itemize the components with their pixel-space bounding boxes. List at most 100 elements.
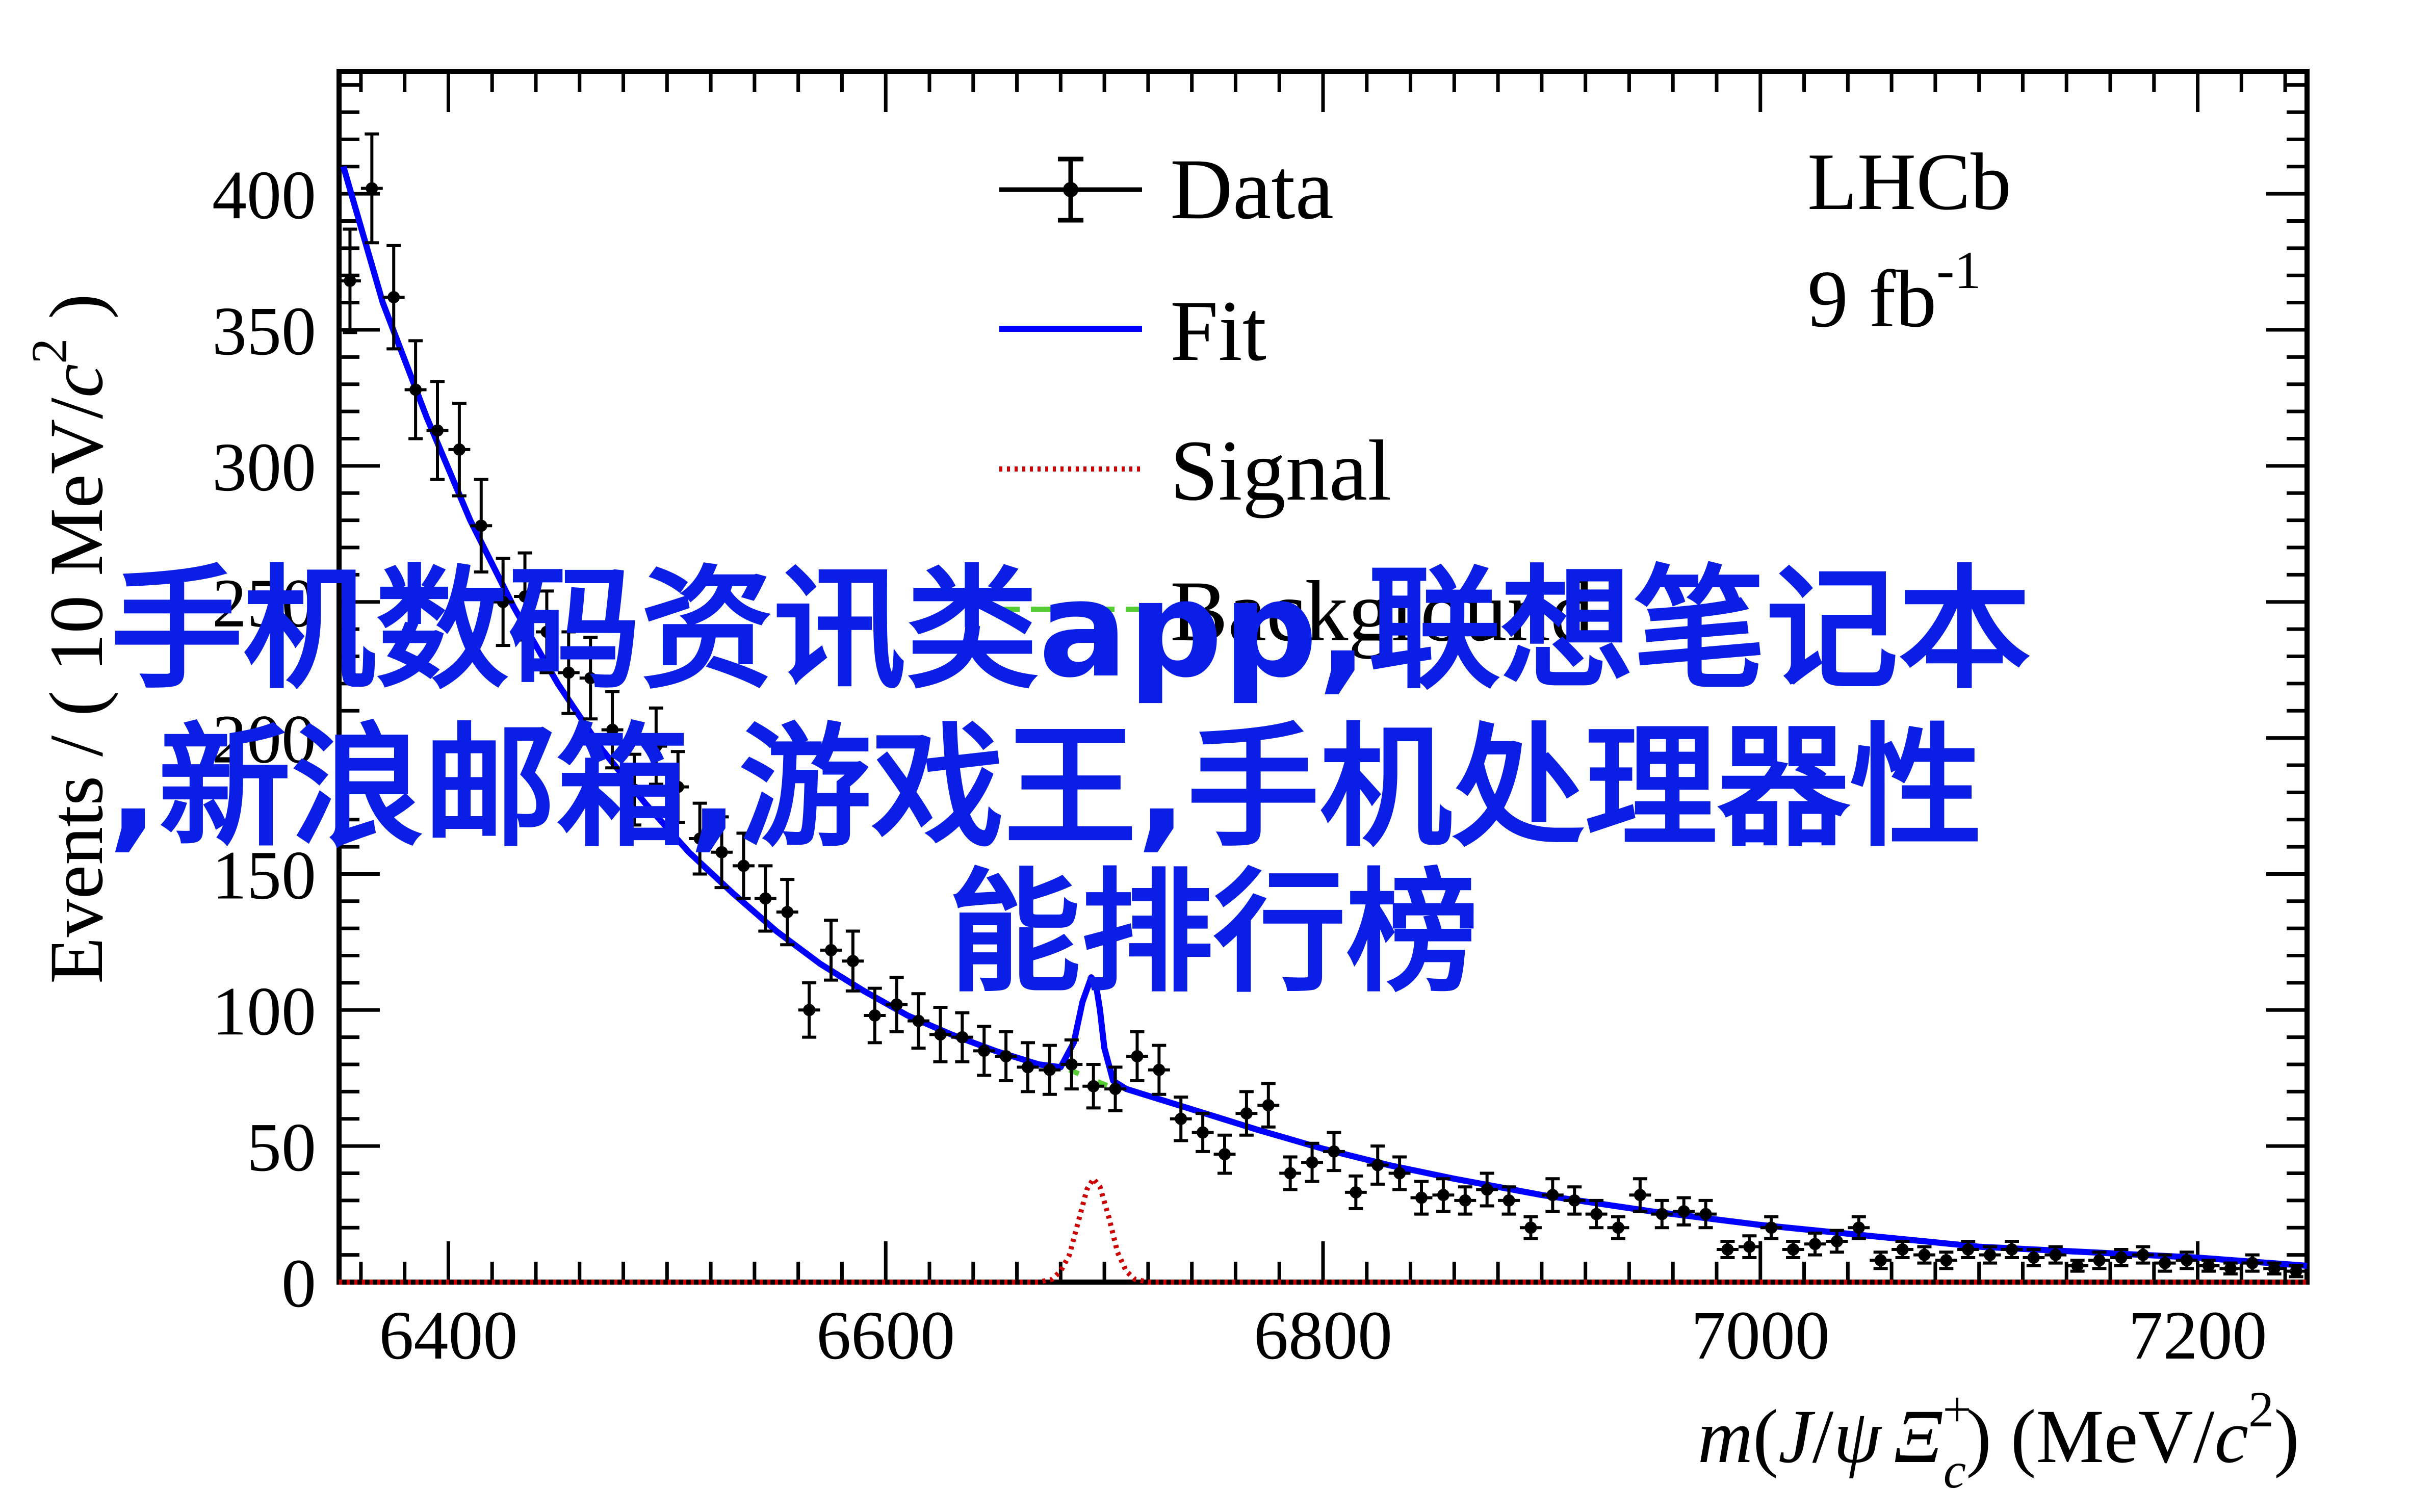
experiment-name: LHCb xyxy=(1807,136,2011,227)
data-point xyxy=(579,636,602,721)
data-point xyxy=(1607,1215,1629,1240)
data-point-marker xyxy=(956,1031,969,1044)
data-point-marker xyxy=(1393,1167,1406,1180)
data-point xyxy=(1979,1245,2001,1265)
legend-entry-fit: Fit xyxy=(999,283,1266,379)
data-point-marker xyxy=(1787,1243,1800,1256)
data-point-marker xyxy=(1153,1063,1165,1076)
y-tick-label: 400 xyxy=(212,157,316,233)
data-point xyxy=(1738,1234,1760,1259)
data-point xyxy=(1848,1215,1870,1240)
data-point xyxy=(2044,1245,2067,1265)
experiment-label: LHCb 9 fb-1 xyxy=(1807,136,2011,344)
data-point xyxy=(1039,1044,1061,1096)
data-point-marker xyxy=(1000,1050,1013,1063)
x-tick-label: 7200 xyxy=(2129,1297,2267,1374)
data-point xyxy=(1279,1155,1302,1191)
overlay-line-2: ,新浪邮箱,游戏王,手机处理器性 xyxy=(108,711,1982,865)
data-point xyxy=(842,929,864,993)
background-curve xyxy=(1068,1067,1123,1094)
data-point xyxy=(1410,1180,1433,1216)
data-point-marker xyxy=(2006,1243,2018,1256)
data-point-marker xyxy=(1699,1208,1712,1220)
data-point-marker xyxy=(715,846,728,858)
y-tick-labels: 0 50 100 150 200 250 300 350 400 xyxy=(212,157,316,1322)
data-point-marker xyxy=(475,519,487,532)
data-point xyxy=(733,831,755,900)
data-point-marker xyxy=(1306,1156,1318,1169)
data-point-marker xyxy=(1984,1248,1997,1261)
data-point xyxy=(1213,1133,1236,1175)
data-point-marker xyxy=(2049,1248,2062,1261)
data-point xyxy=(1651,1198,1673,1230)
data-point-marker xyxy=(540,625,553,638)
data-point-marker xyxy=(868,1009,881,1022)
data-point xyxy=(1235,1090,1258,1137)
data-point-marker xyxy=(2159,1257,2171,1269)
x-title-psi: ψ xyxy=(1833,1394,1882,1479)
data-point-marker xyxy=(1197,1126,1209,1139)
y-tick-label: 200 xyxy=(212,701,316,778)
data-point xyxy=(2285,1264,2307,1279)
data-point-marker xyxy=(1350,1186,1362,1198)
data-point-marker xyxy=(1830,1235,1843,1247)
data-point xyxy=(1957,1239,1979,1259)
data-point xyxy=(426,380,449,481)
data-point-marker xyxy=(453,443,465,456)
data-point-marker xyxy=(693,832,706,845)
data-points xyxy=(339,132,2307,1279)
data-point xyxy=(492,557,514,647)
data-point xyxy=(1017,1041,1039,1093)
data-point-marker xyxy=(1852,1221,1865,1234)
data-point xyxy=(1629,1177,1651,1213)
data-point xyxy=(1541,1177,1564,1213)
data-point xyxy=(382,244,405,351)
data-point-marker xyxy=(1546,1189,1559,1202)
data-point xyxy=(601,690,624,770)
x-title-end: ) xyxy=(2274,1394,2299,1479)
y-tick-label: 100 xyxy=(212,973,316,1050)
x-title-c: c xyxy=(2214,1394,2248,1479)
data-point xyxy=(951,1011,973,1063)
overlay-text: 手机数码资讯类app,联想笔记本 ,新浪邮箱,游戏王,手机处理器性 能排行榜 xyxy=(108,553,2031,1010)
x-title-c-sup: 2 xyxy=(2248,1381,2274,1438)
data-point-marker xyxy=(1131,1050,1144,1063)
data-point-marker xyxy=(1087,1080,1100,1092)
data-point xyxy=(1717,1239,1739,1259)
data-point xyxy=(1170,1096,1192,1142)
data-point xyxy=(2219,1261,2242,1275)
data-point xyxy=(645,706,667,786)
legend-label-signal: Signal xyxy=(1170,423,1391,518)
data-point-marker xyxy=(1962,1243,1975,1256)
data-point xyxy=(1804,1231,1826,1257)
data-point xyxy=(339,227,361,334)
data-point xyxy=(973,1025,995,1077)
data-point xyxy=(2110,1247,2132,1267)
data-point xyxy=(1563,1185,1586,1216)
data-point xyxy=(1892,1239,1913,1259)
y-tick-label: 250 xyxy=(212,565,316,642)
data-point-marker xyxy=(1262,1099,1275,1112)
data-point-marker xyxy=(781,906,794,919)
x-tick-labels: 6400 6600 6800 7000 7200 xyxy=(379,1297,2267,1374)
x-title-open: ( xyxy=(1753,1394,1778,1479)
data-point-marker xyxy=(1655,1208,1668,1220)
data-point-marker xyxy=(1415,1191,1428,1204)
y-title-end: ) xyxy=(34,294,119,338)
data-point-marker xyxy=(1371,1159,1384,1171)
data-point xyxy=(1454,1185,1477,1216)
data-point xyxy=(2001,1239,2023,1259)
data-point-marker xyxy=(1677,1205,1690,1218)
data-point-marker xyxy=(1721,1243,1734,1256)
data-point xyxy=(1301,1141,1323,1183)
data-point-marker xyxy=(1328,1145,1340,1158)
data-point xyxy=(798,981,820,1039)
data-point xyxy=(1148,1044,1170,1096)
data-point-marker xyxy=(344,274,356,287)
data-point xyxy=(754,864,776,933)
data-point-marker xyxy=(1240,1107,1253,1120)
data-point xyxy=(360,132,383,245)
data-point-marker xyxy=(934,1028,947,1041)
data-point xyxy=(1695,1198,1717,1230)
data-point-marker xyxy=(1940,1254,1953,1267)
